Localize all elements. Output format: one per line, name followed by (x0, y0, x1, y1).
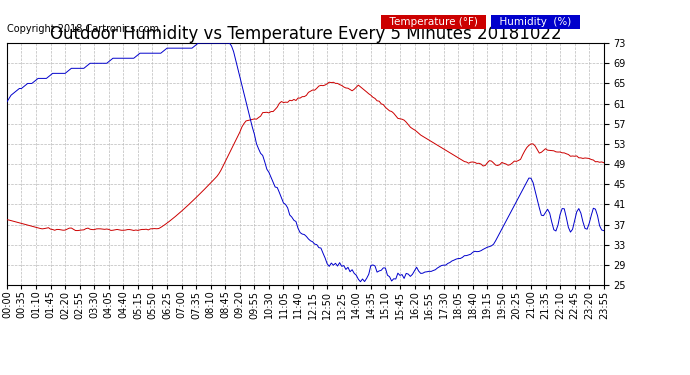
Title: Outdoor Humidity vs Temperature Every 5 Minutes 20181022: Outdoor Humidity vs Temperature Every 5 … (50, 25, 561, 43)
Text: Temperature (°F): Temperature (°F) (383, 17, 484, 27)
Text: Humidity  (%): Humidity (%) (493, 17, 578, 27)
Text: Copyright 2018 Cartronics.com: Copyright 2018 Cartronics.com (7, 24, 159, 34)
